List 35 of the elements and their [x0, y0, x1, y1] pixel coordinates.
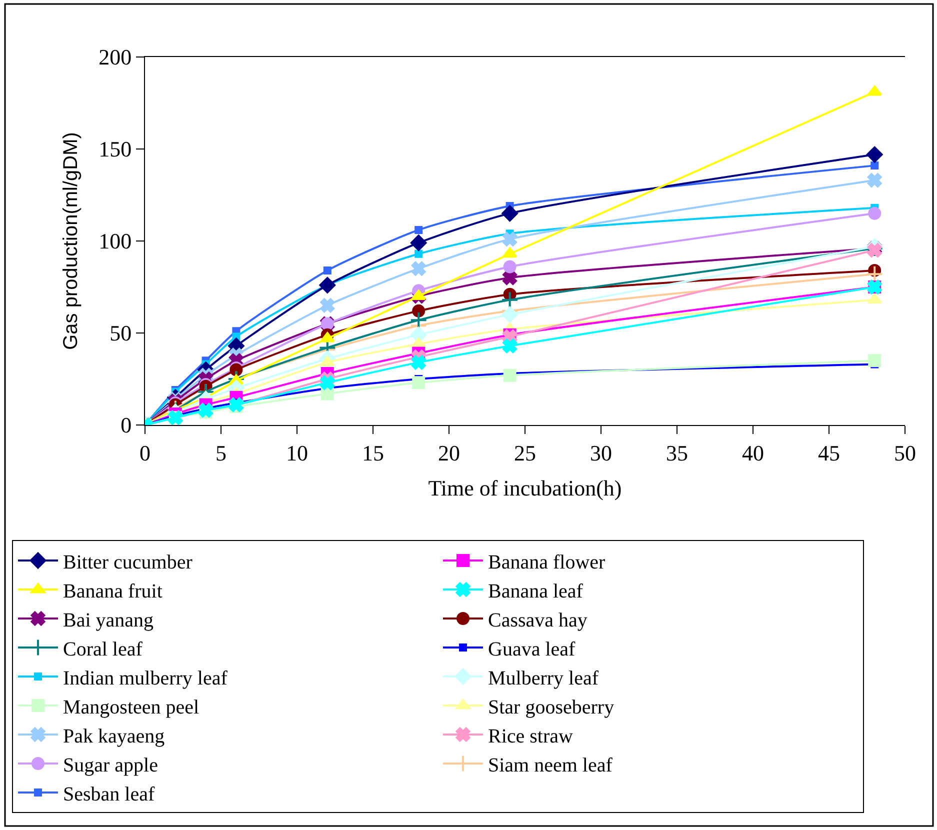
legend-label: Banana flower — [488, 551, 606, 574]
legend-label: Guava leaf — [488, 638, 576, 660]
x-tick-label: 5 — [216, 440, 226, 466]
legend-label: Star gooseberry — [488, 696, 614, 718]
legend-label: Indian mulberry leaf — [63, 667, 228, 690]
x-tick-label: 20 — [438, 440, 460, 466]
legend-label: Bai yanang — [63, 609, 154, 632]
legend-label: Sugar apple — [63, 754, 158, 776]
x-tick-label: 35 — [666, 440, 688, 466]
legend-label: Rice straw — [488, 725, 574, 748]
y-tick-label: 100 — [98, 228, 132, 254]
x-axis-title: Time of incubation(h) — [428, 475, 622, 500]
y-tick-label: 200 — [98, 44, 132, 70]
x-tick-label: 15 — [362, 440, 384, 466]
x-tick-label: 0 — [140, 440, 150, 466]
legend-label: Bitter cucumber — [63, 551, 193, 574]
x-tick-label: 10 — [286, 440, 308, 466]
legend-label: Sesban leaf — [63, 783, 155, 806]
y-axis-title: Gas production(ml/gDM) — [60, 132, 82, 350]
legend-label: Mulberry leaf — [488, 667, 599, 690]
y-tick-label: 0 — [120, 412, 132, 438]
y-tick-label: 50 — [110, 320, 132, 346]
x-tick-label: 50 — [894, 440, 916, 466]
x-tick-label: 45 — [818, 440, 840, 466]
y-tick-label: 150 — [98, 136, 132, 162]
legend-label: Banana leaf — [488, 580, 584, 602]
legend-label: Siam neem leaf — [488, 754, 613, 776]
x-tick-label: 40 — [742, 440, 764, 466]
legend-label: Mangosteen peel — [63, 696, 200, 718]
legend-label: Coral leaf — [63, 638, 143, 660]
legend-label: Cassava hay — [488, 609, 588, 632]
x-tick-label: 25 — [514, 440, 536, 466]
legend-label: Banana fruit — [63, 580, 163, 602]
x-tick-label: 30 — [590, 440, 612, 466]
legend-label: Pak kayaeng — [63, 725, 165, 748]
